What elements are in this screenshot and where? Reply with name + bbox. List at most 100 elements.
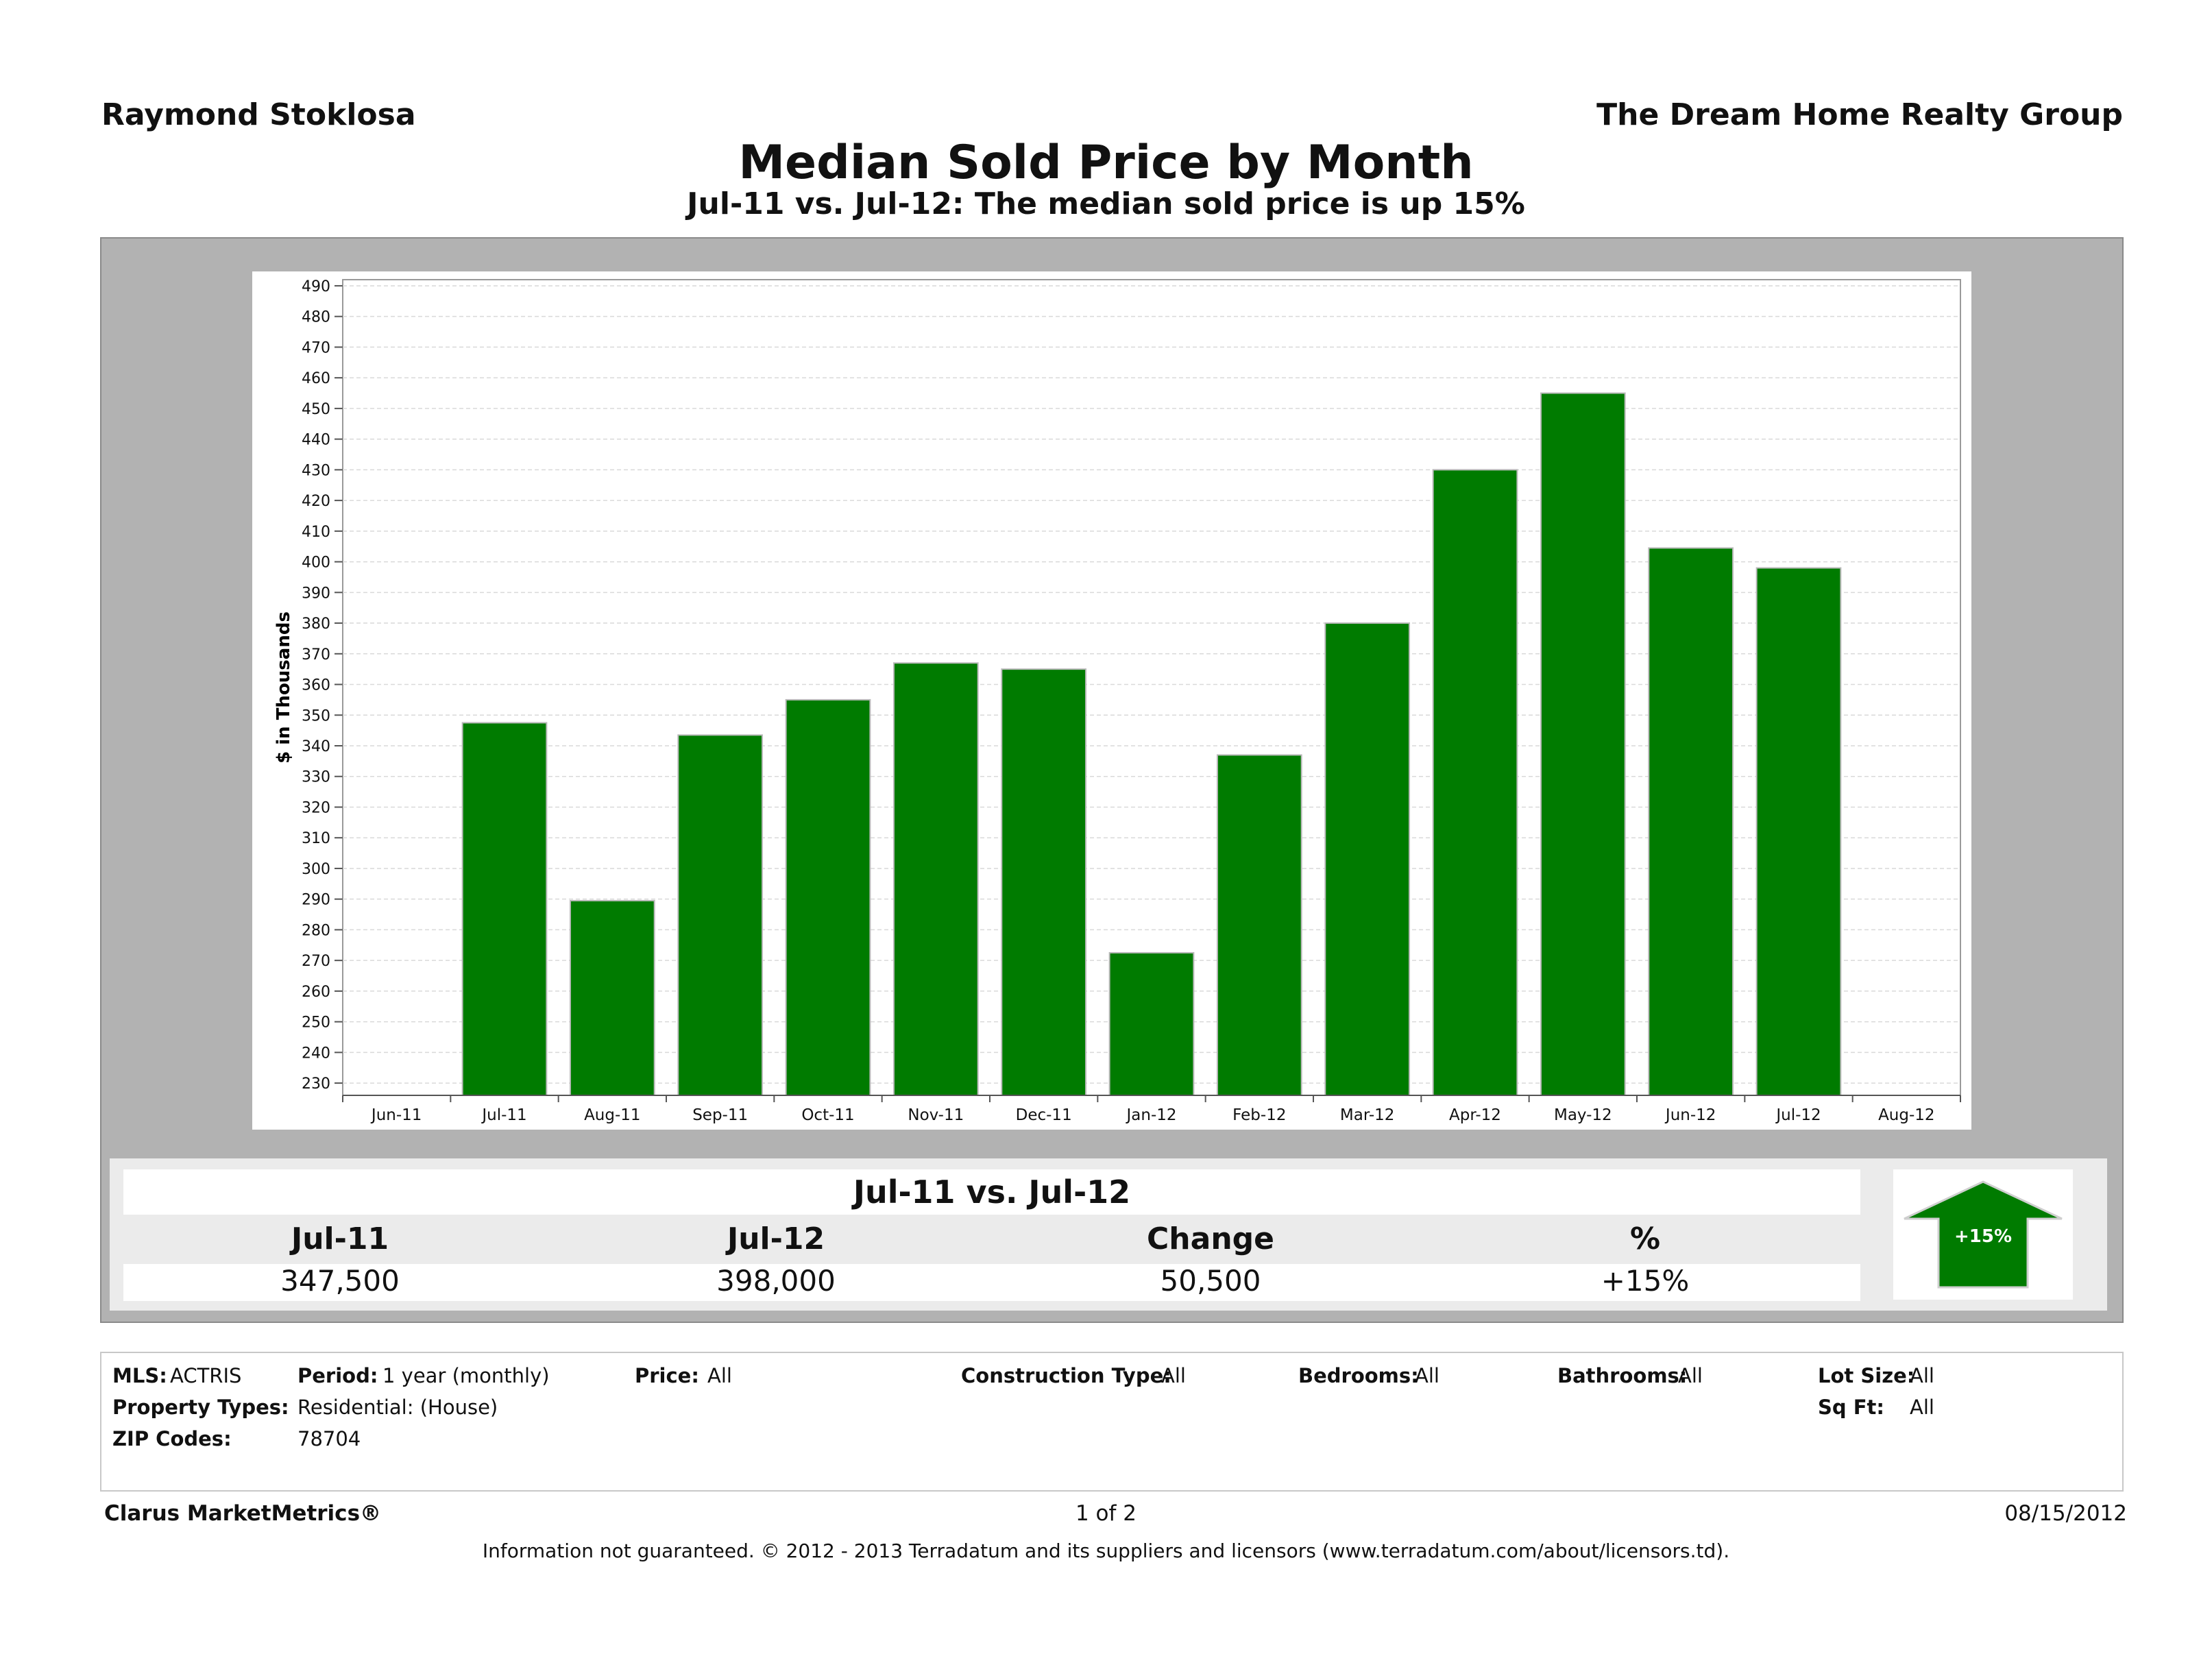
- y-tick-label: 270: [302, 953, 330, 970]
- y-tick-label: 430: [302, 462, 330, 479]
- summary-col4-value: +15%: [1601, 1264, 1690, 1298]
- bar: [1001, 668, 1087, 1096]
- filter-bathrooms-label: Bathrooms:: [1557, 1364, 1688, 1387]
- x-tick-label: Sep-11: [692, 1106, 748, 1124]
- y-tick-label: 440: [302, 432, 330, 449]
- x-tick-label: Mar-12: [1340, 1106, 1395, 1124]
- filter-price-value: All: [707, 1364, 732, 1387]
- filter-bedrooms-label: Bedrooms:: [1298, 1364, 1419, 1387]
- x-tick-label: Feb-12: [1232, 1106, 1286, 1124]
- x-tick-label: Jan-12: [1125, 1106, 1176, 1124]
- summary-title-bar: [123, 1169, 1860, 1215]
- filter-mls-value: ACTRIS: [170, 1364, 242, 1387]
- y-tick-label: 450: [302, 401, 330, 418]
- y-axis-ticks: 230 240 250 260 270 280 290 300 310 320 330 340 350 3…: [302, 278, 343, 1093]
- filter-sqft-value: All: [1910, 1396, 1934, 1419]
- y-tick-label: 330: [302, 769, 330, 786]
- y-tick-label: 290: [302, 892, 330, 909]
- x-tick-label: Apr-12: [1449, 1106, 1501, 1124]
- x-tick-label: Jul-11: [481, 1106, 526, 1124]
- x-tick-label: Aug-12: [1878, 1106, 1934, 1124]
- bar: [677, 734, 764, 1096]
- y-tick-label: 350: [302, 707, 330, 725]
- change-percent-label: +15%: [1954, 1226, 2012, 1247]
- y-tick-label: 250: [302, 1014, 330, 1032]
- summary-col2-value: 398,000: [716, 1264, 836, 1298]
- bar: [1108, 951, 1195, 1097]
- disclaimer: Information not guaranteed. © 2012 - 201…: [482, 1540, 1730, 1562]
- company-name: The Dream Home Realty Group: [1596, 97, 2123, 132]
- filter-period-value: 1 year (monthly): [382, 1364, 550, 1387]
- y-tick-label: 300: [302, 861, 330, 878]
- filter-proptype-value: Residential: (House): [297, 1396, 498, 1419]
- bar: [1648, 547, 1734, 1096]
- filter-bathrooms-value: All: [1678, 1364, 1703, 1387]
- bar: [1324, 622, 1411, 1096]
- summary-values-bar: [123, 1264, 1860, 1301]
- bar: [1216, 754, 1302, 1097]
- bar: [785, 698, 871, 1096]
- bars: [461, 392, 1842, 1097]
- y-tick-label: 380: [302, 616, 330, 633]
- summary-col2-label: Jul-12: [727, 1221, 825, 1256]
- filter-price-label: Price:: [635, 1364, 699, 1387]
- bar: [461, 722, 548, 1096]
- y-tick-label: 230: [302, 1075, 330, 1093]
- filter-bedrooms-value: All: [1415, 1364, 1439, 1387]
- agent-name: Raymond Stoklosa: [101, 97, 416, 132]
- filter-zip-value: 78704: [297, 1427, 361, 1450]
- summary-title: Jul-11 vs. Jul-12: [853, 1174, 1131, 1211]
- filter-period-label: Period:: [297, 1364, 378, 1387]
- footer-brand: Clarus MarketMetrics®: [104, 1501, 382, 1526]
- filter-construction-value: All: [1161, 1364, 1186, 1387]
- summary-col3-value: 50,500: [1160, 1264, 1261, 1298]
- bar: [569, 899, 655, 1097]
- change-indicator: +15%: [1893, 1169, 2073, 1300]
- filter-mls-label: MLS:: [112, 1364, 167, 1387]
- x-axis-ticks: Jun-11 Jul-11 Aug-11 Sep-11 Oct-11 Nov-11 Dec-…: [342, 1095, 1961, 1124]
- filter-construction-label: Construction Type:: [961, 1364, 1171, 1387]
- summary-col1-value: 347,500: [280, 1264, 400, 1298]
- x-tick-label: Jun-12: [1664, 1106, 1716, 1124]
- y-tick-label: 400: [302, 555, 330, 572]
- y-tick-label: 280: [302, 922, 330, 939]
- report-date: 08/15/2012: [2004, 1501, 2127, 1526]
- filter-sqft-label: Sq Ft:: [1818, 1396, 1885, 1419]
- x-tick-label: Aug-11: [584, 1106, 640, 1124]
- y-tick-label: 420: [302, 493, 330, 510]
- y-tick-label: 390: [302, 585, 330, 602]
- y-tick-label: 340: [302, 738, 330, 755]
- up-arrow-icon: +15%: [1904, 1180, 2063, 1289]
- y-tick-label: 490: [302, 278, 330, 295]
- x-tick-label: Jul-12: [1775, 1106, 1821, 1124]
- y-tick-label: 480: [302, 309, 330, 326]
- y-tick-label: 360: [302, 677, 330, 694]
- y-tick-label: 460: [302, 370, 330, 387]
- y-tick-label: 260: [302, 984, 330, 1001]
- chart-title: Median Sold Price by Month: [738, 136, 1474, 190]
- summary-col4-label: %: [1629, 1221, 1661, 1256]
- chart-subtitle: Jul-11 vs. Jul-12: The median sold price…: [687, 186, 1525, 221]
- summary-col3-label: Change: [1147, 1221, 1274, 1256]
- y-tick-label: 370: [302, 646, 330, 664]
- x-tick-label: Oct-11: [801, 1106, 854, 1124]
- x-tick-label: Jun-11: [370, 1106, 422, 1124]
- x-tick-label: Dec-11: [1016, 1106, 1072, 1124]
- y-tick-label: 320: [302, 799, 330, 816]
- y-tick-label: 410: [302, 524, 330, 541]
- y-tick-label: 470: [302, 339, 330, 356]
- y-tick-label: 240: [302, 1045, 330, 1062]
- page-number: 1 of 2: [1075, 1501, 1137, 1526]
- filter-lotsize-label: Lot Size:: [1818, 1364, 1915, 1387]
- bar: [892, 662, 979, 1096]
- y-tick-label: 310: [302, 830, 330, 847]
- summary-col1-label: Jul-11: [291, 1221, 389, 1256]
- filter-proptype-label: Property Types:: [112, 1396, 289, 1419]
- bar: [1540, 392, 1626, 1096]
- filter-lotsize-value: All: [1910, 1364, 1934, 1387]
- bar: [1432, 469, 1518, 1096]
- filter-panel: MLS: ACTRIS Period: 1 year (monthly) Pri…: [100, 1352, 2124, 1492]
- y-axis-label: $ in Thousands: [274, 611, 294, 764]
- filter-zip-label: ZIP Codes:: [112, 1427, 232, 1450]
- x-tick-label: Nov-11: [908, 1106, 964, 1124]
